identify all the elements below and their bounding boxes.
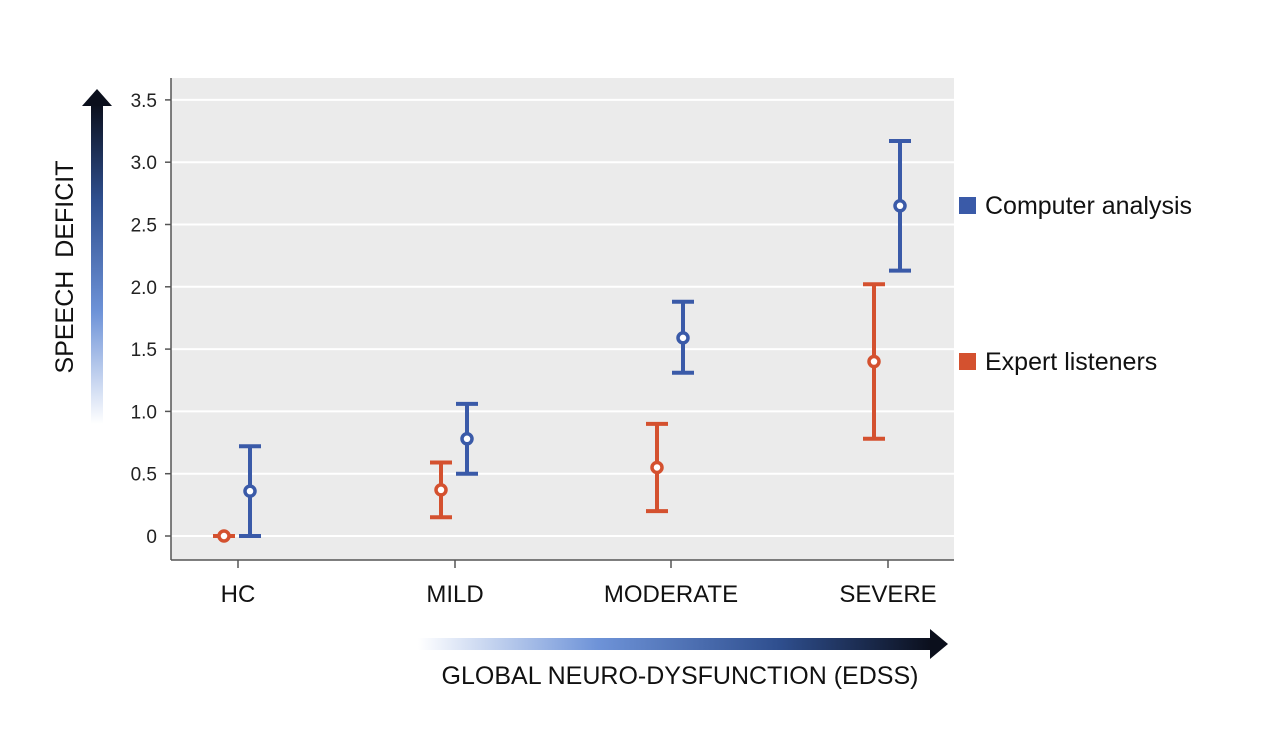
- y-tick-label: 1.0: [131, 402, 157, 423]
- legend-swatch-expert-listeners: [959, 353, 976, 370]
- y-tick-label: 0.5: [131, 465, 157, 486]
- x-axis-arrow-head: [930, 629, 948, 659]
- x-axis-arrow-shaft: [418, 638, 932, 650]
- y-tick-label: 1.5: [131, 340, 157, 361]
- mean-point-computer-analysis-hc: [243, 484, 257, 498]
- mean-point-expert-listeners-moderate: [650, 460, 664, 475]
- series-layer: [213, 139, 911, 543]
- x-tick-label-severe: SEVERE: [839, 581, 936, 608]
- x-tick-label-mild: MILD: [426, 581, 483, 608]
- legend-label-computer-analysis: Computer analysis: [985, 192, 1192, 220]
- plot-background: [171, 78, 954, 560]
- mean-point-computer-analysis-moderate: [676, 331, 690, 345]
- mean-point-computer-analysis-mild: [460, 432, 474, 446]
- x-tick-label-moderate: MODERATE: [604, 581, 738, 608]
- x-axis-title: GLOBAL NEURO-DYSFUNCTION (EDSS): [442, 662, 919, 690]
- x-tick-label-hc: HC: [221, 581, 256, 608]
- y-ticks: 0 0.5 1.0 1.5 2.0 2.5 3.0 3.5: [131, 91, 171, 548]
- mean-point-expert-listeners-severe: [867, 354, 881, 369]
- gridlines: [171, 98, 954, 537]
- y-axis-arrow-shaft: [91, 104, 103, 424]
- legend-swatch-computer-analysis: [959, 197, 976, 214]
- mean-point-computer-analysis-severe: [893, 199, 907, 213]
- axes: [170, 78, 954, 561]
- y-axis-title: SPEECH DEFICIT: [51, 161, 79, 374]
- y-axis-arrow-head: [82, 89, 112, 106]
- x-ticks: HC MILD MODERATE SEVERE: [221, 560, 937, 608]
- mean-point-expert-listeners-hc: [217, 529, 231, 543]
- series-computer-analysis: [239, 139, 911, 538]
- legend-label-expert-listeners: Expert listeners: [985, 348, 1157, 376]
- y-tick-label: 0: [146, 527, 157, 548]
- y-tick-label: 3.0: [131, 153, 157, 174]
- y-tick-label: 2.5: [131, 216, 157, 237]
- series-expert-listeners: [213, 282, 885, 543]
- legend: Computer analysis Expert listeners: [959, 192, 1192, 376]
- mean-point-expert-listeners-mild: [434, 483, 448, 497]
- y-tick-label: 3.5: [131, 91, 157, 112]
- y-tick-label: 2.0: [131, 278, 157, 299]
